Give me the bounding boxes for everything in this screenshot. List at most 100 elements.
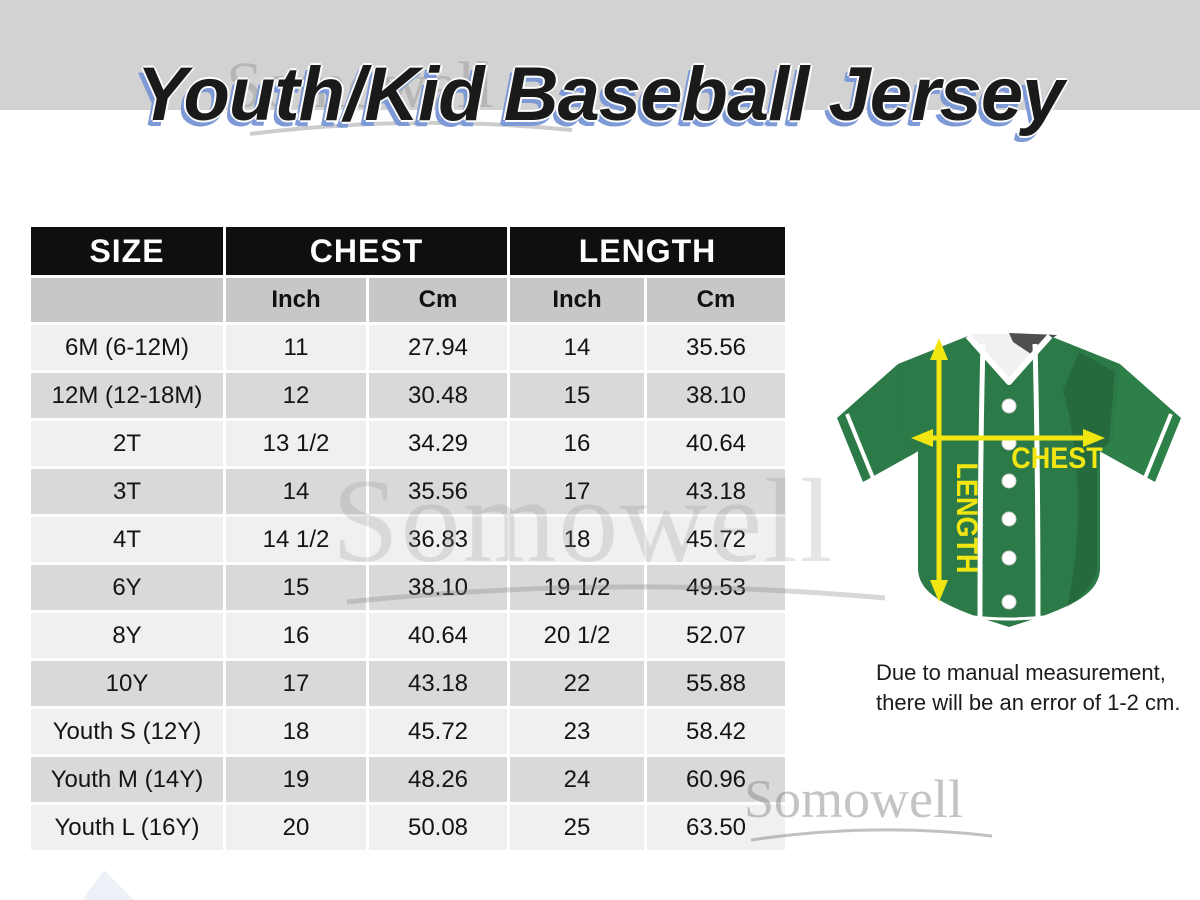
chest-cm-cell: 43.18 — [369, 661, 507, 706]
length-cm-cell: 49.53 — [647, 565, 785, 610]
table-row: Youth S (12Y) 18 45.72 23 58.42 — [31, 709, 785, 754]
size-cell: 10Y — [31, 661, 223, 706]
chest-inch-cell: 14 — [226, 469, 366, 514]
chest-inch-cell: 20 — [226, 805, 366, 850]
length-inch-cell: 18 — [510, 517, 644, 562]
measurement-note-line1: Due to manual measurement, — [876, 660, 1166, 685]
table-row: 6Y 15 38.10 19 1/2 49.53 — [31, 565, 785, 610]
size-cell: 3T — [31, 469, 223, 514]
length-cm-cell: 60.96 — [647, 757, 785, 802]
jersey-hem-piping — [932, 608, 1086, 621]
chest-cm-cell: 40.64 — [369, 613, 507, 658]
size-table-body: 6M (6-12M) 11 27.94 14 35.56 12M (12-18M) 12 30… — [31, 325, 785, 850]
length-inch-cell: 17 — [510, 469, 644, 514]
length-inch-cell: 23 — [510, 709, 644, 754]
length-inch-cell: 16 — [510, 421, 644, 466]
chest-cm-cell: 50.08 — [369, 805, 507, 850]
size-cell: Youth M (14Y) — [31, 757, 223, 802]
length-cm-cell: 40.64 — [647, 421, 785, 466]
watermark-bottom-right-swoosh — [750, 828, 993, 842]
table-row: 2T 13 1/2 34.29 16 40.64 — [31, 421, 785, 466]
size-cell: 6M (6-12M) — [31, 325, 223, 370]
jersey-left-sleeve — [837, 364, 917, 482]
size-table: SIZE CHEST LENGTH Inch Cm Inch Cm 6M (6-… — [28, 224, 788, 853]
chest-cm-cell: 34.29 — [369, 421, 507, 466]
table-row: 10Y 17 43.18 22 55.88 — [31, 661, 785, 706]
length-cm-cell: 45.72 — [647, 517, 785, 562]
size-cell: 12M (12-18M) — [31, 373, 223, 418]
length-arrow — [930, 338, 948, 602]
chest-inch-cell: 17 — [226, 661, 366, 706]
header-row: SIZE CHEST LENGTH — [31, 227, 785, 275]
length-cm-cell: 55.88 — [647, 661, 785, 706]
length-inch-cell: 24 — [510, 757, 644, 802]
page-title: Youth/Kid Baseball Jersey — [136, 52, 1065, 137]
length-inch-cell: 22 — [510, 661, 644, 706]
chest-cm-cell: 36.83 — [369, 517, 507, 562]
chest-cm-cell: 38.10 — [369, 565, 507, 610]
right-sleeve-stripe — [1143, 413, 1173, 479]
chest-inch-cell: 19 — [226, 757, 366, 802]
chest-inch-cell: 13 1/2 — [226, 421, 366, 466]
chest-cm-cell: 48.26 — [369, 757, 507, 802]
subheader-length-cm: Cm — [647, 278, 785, 322]
length-cm-cell: 35.56 — [647, 325, 785, 370]
jersey-placket-left — [977, 343, 986, 625]
jersey-placket-right — [1032, 343, 1041, 625]
subheader-empty-cell — [31, 278, 223, 322]
watermark-top-swoosh — [249, 120, 573, 136]
header-chest: CHEST — [226, 227, 507, 275]
length-cm-cell: 52.07 — [647, 613, 785, 658]
subheader-chest-cm: Cm — [369, 278, 507, 322]
chest-inch-cell: 11 — [226, 325, 366, 370]
table-row: 6M (6-12M) 11 27.94 14 35.56 — [31, 325, 785, 370]
length-inch-cell: 14 — [510, 325, 644, 370]
chest-inch-cell: 16 — [226, 613, 366, 658]
size-cell: 8Y — [31, 613, 223, 658]
length-cm-cell: 58.42 — [647, 709, 785, 754]
chest-arrow — [911, 429, 1105, 447]
size-cell: 2T — [31, 421, 223, 466]
table-row: 3T 14 35.56 17 43.18 — [31, 469, 785, 514]
chest-cm-cell: 45.72 — [369, 709, 507, 754]
table-row: 8Y 16 40.64 20 1/2 52.07 — [31, 613, 785, 658]
size-table-head: SIZE CHEST LENGTH Inch Cm Inch Cm — [31, 227, 785, 322]
chest-inch-cell: 15 — [226, 565, 366, 610]
length-inch-cell: 20 1/2 — [510, 613, 644, 658]
watermark-center-swoosh — [346, 584, 886, 605]
header-size: SIZE — [31, 227, 223, 275]
measurement-note: Due to manual measurement, there will be… — [876, 658, 1200, 718]
chest-cm-cell: 30.48 — [369, 373, 507, 418]
chest-inch-cell: 14 1/2 — [226, 517, 366, 562]
length-arrow-label: LENGTH — [950, 463, 984, 574]
corner-watermark-fragment — [82, 870, 134, 900]
chest-cm-cell: 35.56 — [369, 469, 507, 514]
title-banner — [0, 0, 1200, 110]
jersey-right-sleeve — [1101, 364, 1181, 482]
measurement-note-line2: there will be an error of 1-2 cm. — [876, 690, 1181, 715]
length-cm-cell: 63.50 — [647, 805, 785, 850]
chest-arrow-label: CHEST — [1011, 442, 1103, 476]
table-row: Youth L (16Y) 20 50.08 25 63.50 — [31, 805, 785, 850]
size-cell: 4T — [31, 517, 223, 562]
size-cell: Youth L (16Y) — [31, 805, 223, 850]
size-cell: Youth S (12Y) — [31, 709, 223, 754]
table-row: 12M (12-18M) 12 30.48 15 38.10 — [31, 373, 785, 418]
subheader-row: Inch Cm Inch Cm — [31, 278, 785, 322]
size-cell: 6Y — [31, 565, 223, 610]
length-cm-cell: 38.10 — [647, 373, 785, 418]
left-sleeve-stripe — [845, 413, 875, 479]
jersey-shading — [1063, 352, 1115, 608]
header-length: LENGTH — [510, 227, 785, 275]
length-inch-cell: 15 — [510, 373, 644, 418]
subheader-length-inch: Inch — [510, 278, 644, 322]
chest-inch-cell: 12 — [226, 373, 366, 418]
table-row: 4T 14 1/2 36.83 18 45.72 — [31, 517, 785, 562]
length-cm-cell: 43.18 — [647, 469, 785, 514]
table-row: Youth M (14Y) 19 48.26 24 60.96 — [31, 757, 785, 802]
length-inch-cell: 19 1/2 — [510, 565, 644, 610]
jersey-illustration: CHEST LENGTH — [837, 333, 1181, 627]
length-inch-cell: 25 — [510, 805, 644, 850]
chest-inch-cell: 18 — [226, 709, 366, 754]
